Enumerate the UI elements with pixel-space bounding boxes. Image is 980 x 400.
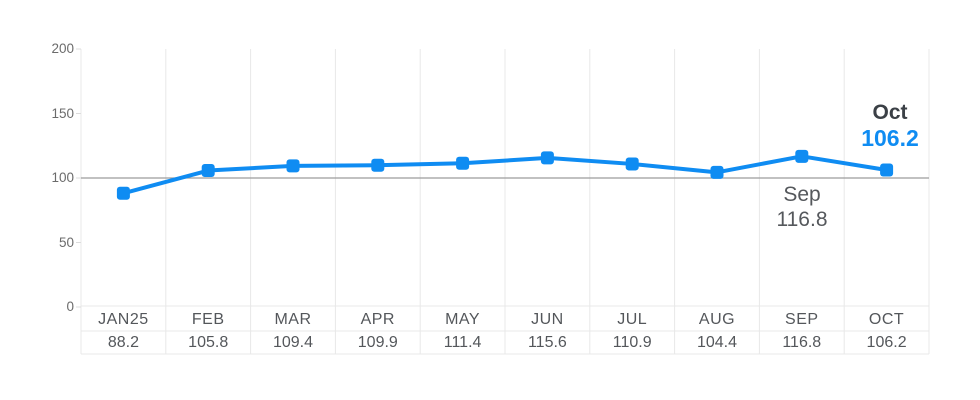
month-label: AUG xyxy=(698,311,736,328)
sep-annotation: Sep 116.8 xyxy=(777,182,828,232)
month-value: 105.8 xyxy=(188,334,229,351)
month-value: 88.2 xyxy=(107,334,139,351)
month-value: 115.6 xyxy=(527,334,567,351)
oct-annotation-value: 106.2 xyxy=(861,125,919,151)
data-point-marker xyxy=(456,156,470,170)
month-labels-row: JAN25 FEB MAR APR MAY JUN JUL AUG SEP OC… xyxy=(81,306,929,331)
month-label: FEB xyxy=(191,311,225,328)
month-value: 116.8 xyxy=(782,334,822,351)
y-axis-tick-label: 200 xyxy=(51,41,74,56)
data-point-marker xyxy=(116,186,130,200)
month-value: 104.4 xyxy=(696,334,737,351)
data-line xyxy=(121,154,889,196)
month-value: 111.4 xyxy=(443,334,482,351)
y-axis-tick-label: 50 xyxy=(58,235,74,250)
sep-annotation-label: Sep xyxy=(783,183,821,206)
y-axis-tick-label: 100 xyxy=(51,170,74,185)
month-label: MAY xyxy=(445,311,481,328)
month-label: APR xyxy=(360,311,395,328)
data-point-marker xyxy=(625,157,639,171)
data-point-marker xyxy=(540,151,554,165)
month-value: 110.9 xyxy=(612,334,652,351)
month-value: 109.4 xyxy=(272,334,314,351)
month-values-row: 88.2 105.8 109.4 109.9 111.4 115.6 110.9… xyxy=(81,331,929,354)
month-label: SEP xyxy=(785,311,819,328)
sep-annotation-value: 116.8 xyxy=(776,208,828,231)
month-value: 109.9 xyxy=(357,334,398,351)
month-label: JAN25 xyxy=(98,311,149,328)
data-point-marker xyxy=(795,149,809,163)
month-label: JUN xyxy=(531,311,564,328)
month-label: JUL xyxy=(617,311,648,328)
oct-annotation-label: Oct xyxy=(872,101,908,124)
data-point-marker xyxy=(710,165,724,179)
y-axis-tick-label: 0 xyxy=(66,299,74,314)
month-label: OCT xyxy=(868,311,905,328)
data-point-marker xyxy=(371,158,385,172)
oct-annotation: Oct 106.2 xyxy=(861,100,919,151)
month-label: MAR xyxy=(274,311,312,328)
y-axis-tick-label: 150 xyxy=(51,106,74,121)
data-point-marker xyxy=(880,163,894,177)
month-value: 106.2 xyxy=(866,334,907,351)
data-point-marker xyxy=(201,164,215,178)
data-point-marker xyxy=(286,159,300,173)
